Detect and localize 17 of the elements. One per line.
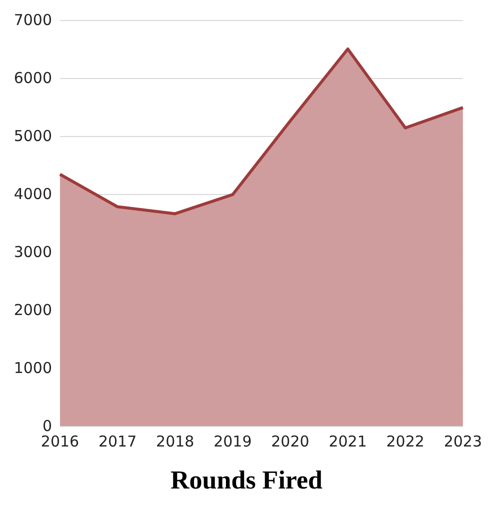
y-tick-label: 3000 <box>14 243 52 261</box>
y-tick-label: 2000 <box>14 301 52 319</box>
x-tick-label: 2022 <box>386 432 424 450</box>
x-tick-label: 2016 <box>40 432 80 450</box>
y-tick-label: 7000 <box>14 11 52 29</box>
y-tick-label: 5000 <box>14 127 52 145</box>
text: Rounds Fired <box>170 466 324 494</box>
x-tick-label: 2017 <box>98 432 137 450</box>
y-tick-label: 4000 <box>14 185 52 203</box>
x-tick-label: 2021 <box>328 432 367 450</box>
x-tick-label: 2020 <box>271 432 310 450</box>
y-tick-label: 6000 <box>14 69 52 87</box>
y-tick-label: 0 <box>42 417 52 435</box>
x-tick-label: 2018 <box>156 432 194 450</box>
x-tick-label: 2023 <box>444 432 482 450</box>
x-tick-label: 2019 <box>214 432 252 450</box>
y-tick-label: 1000 <box>14 359 52 377</box>
